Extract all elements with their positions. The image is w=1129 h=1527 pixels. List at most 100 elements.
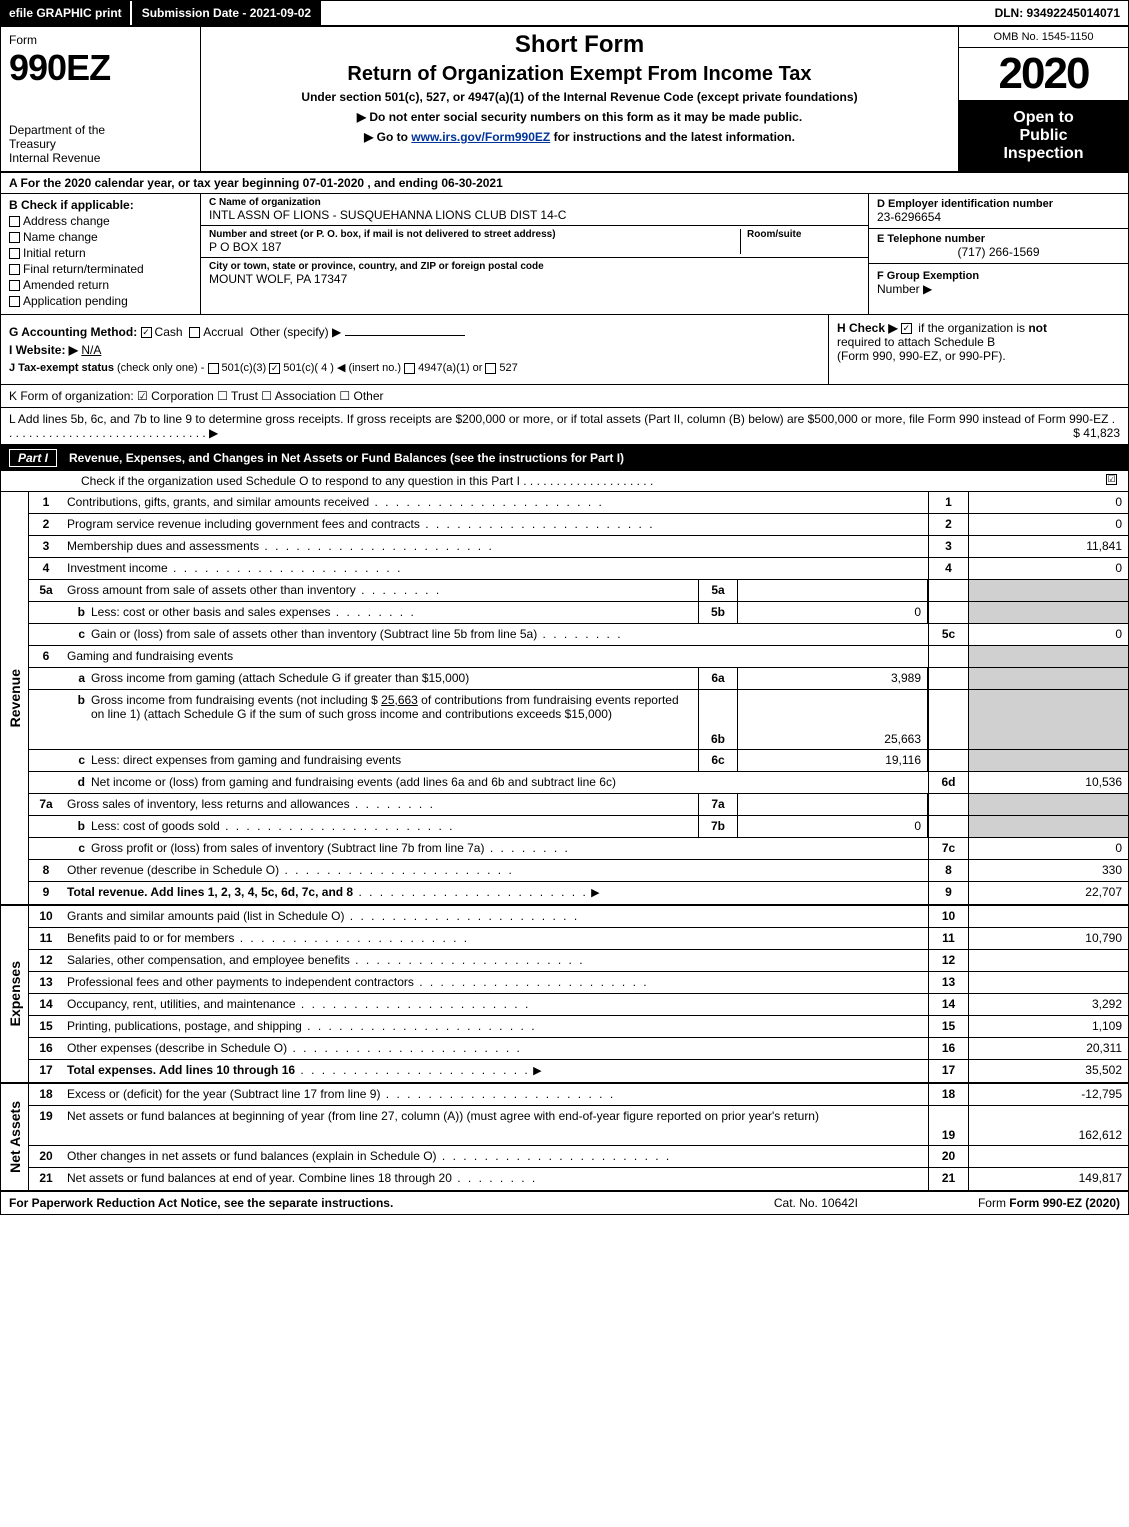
opt-1-label: Name change: [23, 230, 98, 244]
expenses-side-label: Expenses: [1, 906, 29, 1082]
expenses-grid: Expenses 10 Grants and similar amounts p…: [1, 906, 1128, 1084]
desc-17: Total expenses. Add lines 10 through 16 …: [63, 1060, 928, 1082]
h-text-1: if the organization is: [918, 321, 1028, 335]
desc-6: Gaming and fundraising events: [63, 646, 928, 667]
desc-7c: Gross profit or (loss) from sales of inv…: [87, 838, 928, 859]
amt-11: 10,790: [968, 928, 1128, 949]
row-7b: b Less: cost of goods sold 7b 0: [29, 816, 1128, 838]
city-row: City or town, state or province, country…: [201, 258, 868, 289]
desc-6a: Gross income from gaming (attach Schedul…: [87, 668, 698, 689]
line-h: H Check ▶ ✓ if the organization is not r…: [828, 315, 1128, 384]
desc-6b-prefix: Gross income from fundraising events (no…: [91, 693, 381, 707]
rln-3: 3: [928, 536, 968, 557]
rln-6a-grey: [928, 668, 968, 689]
desc-11: Benefits paid to or for members: [63, 928, 928, 949]
row-3: 3 Membership dues and assessments 3 11,8…: [29, 536, 1128, 558]
line-a-tax-year: A For the 2020 calendar year, or tax yea…: [1, 173, 1128, 194]
rln-8: 8: [928, 860, 968, 881]
opt-application-pending[interactable]: Application pending: [9, 294, 192, 308]
midamt-5b: 0: [738, 602, 928, 623]
line-l: L Add lines 5b, 6c, and 7b to line 9 to …: [1, 408, 1128, 445]
ln-10: 10: [29, 906, 63, 927]
amt-17: 35,502: [968, 1060, 1128, 1082]
ghi-block: G Accounting Method: ✓Cash Accrual Other…: [1, 315, 1128, 385]
j-note: (check only one) -: [117, 362, 204, 374]
row-19: 19 Net assets or fund balances at beginn…: [29, 1106, 1128, 1146]
dept-line-3: Internal Revenue: [9, 151, 192, 165]
rln-13: 13: [928, 972, 968, 993]
4947-checkbox[interactable]: [404, 363, 415, 374]
opt-name-change[interactable]: Name change: [9, 230, 192, 244]
ln-6: 6: [29, 646, 63, 667]
rln-5a-grey: [928, 580, 968, 601]
rln-4: 4: [928, 558, 968, 579]
desc-9: Total revenue. Add lines 1, 2, 3, 4, 5c,…: [63, 882, 928, 904]
part-1-checkbox[interactable]: ☑: [1106, 474, 1117, 485]
submission-date-label: Submission Date - 2021-09-02: [130, 1, 321, 25]
desc-15: Printing, publications, postage, and shi…: [63, 1016, 928, 1037]
row-6a: a Gross income from gaming (attach Sched…: [29, 668, 1128, 690]
j-501c: 501(c)( 4 ) ◀ (insert no.): [283, 362, 401, 374]
line-k: K Form of organization: ☑ Corporation ☐ …: [1, 385, 1128, 408]
dept-line-1: Department of the: [9, 123, 192, 137]
room-label: Room/suite: [747, 229, 860, 240]
irs-link[interactable]: www.irs.gov/Form990EZ: [411, 130, 550, 144]
desc-9-text: Total revenue. Add lines 1, 2, 3, 4, 5c,…: [67, 885, 353, 899]
row-12: 12 Salaries, other compensation, and emp…: [29, 950, 1128, 972]
desc-6c: Less: direct expenses from gaming and fu…: [87, 750, 698, 771]
ein-row: D Employer identification number 23-6296…: [869, 194, 1128, 229]
tax-year: 2020: [959, 48, 1128, 101]
opt-amended-return[interactable]: Amended return: [9, 278, 192, 292]
h-checkbox[interactable]: ✓: [901, 323, 912, 334]
amt-20: [968, 1146, 1128, 1167]
omb-number: OMB No. 1545-1150: [959, 27, 1128, 48]
rln-6d: 6d: [928, 772, 968, 793]
group-exemption-row: F Group Exemption Number ▶: [869, 264, 1128, 314]
rln-6-grey: [928, 646, 968, 667]
ln-11: 11: [29, 928, 63, 949]
ln-13: 13: [29, 972, 63, 993]
rln-18: 18: [928, 1084, 968, 1105]
amt-18: -12,795: [968, 1084, 1128, 1105]
desc-2: Program service revenue including govern…: [63, 514, 928, 535]
501c3-checkbox[interactable]: [208, 363, 219, 374]
desc-20: Other changes in net assets or fund bala…: [63, 1146, 928, 1167]
h-not: not: [1028, 321, 1047, 335]
desc-5b: Less: cost or other basis and sales expe…: [87, 602, 698, 623]
ln-5b: b: [63, 602, 87, 623]
amt-12: [968, 950, 1128, 971]
ln-18: 18: [29, 1084, 63, 1105]
amt-13: [968, 972, 1128, 993]
dept-label: Department of the Treasury Internal Reve…: [9, 123, 192, 165]
row-6b: b Gross income from fundraising events (…: [29, 690, 1128, 750]
527-checkbox[interactable]: [485, 363, 496, 374]
midamt-7b: 0: [738, 816, 928, 837]
opt-final-return[interactable]: Final return/terminated: [9, 262, 192, 276]
rln-14: 14: [928, 994, 968, 1015]
desc-16: Other expenses (describe in Schedule O): [63, 1038, 928, 1059]
accrual-checkbox[interactable]: [189, 327, 200, 338]
footer-right: Form Form 990-EZ (2020): [978, 1196, 1120, 1210]
box-b-check: B Check if applicable: Address change Na…: [1, 194, 201, 314]
cash-checkbox[interactable]: ✓: [141, 327, 152, 338]
opt-initial-return[interactable]: Initial return: [9, 246, 192, 260]
j-527: 527: [499, 362, 517, 374]
header-middle: Short Form Return of Organization Exempt…: [201, 27, 958, 171]
row-6d: d Net income or (loss) from gaming and f…: [29, 772, 1128, 794]
j-4947: 4947(a)(1) or: [418, 362, 482, 374]
header-right: OMB No. 1545-1150 2020 Open to Public In…: [958, 27, 1128, 171]
ln-19: 19: [29, 1106, 63, 1145]
j-label: J Tax-exempt status: [9, 362, 114, 374]
rln-10: 10: [928, 906, 968, 927]
efile-print-label[interactable]: efile GRAPHIC print: [1, 1, 130, 25]
amt-6d: 10,536: [968, 772, 1128, 793]
phone-row: E Telephone number (717) 266-1569: [869, 229, 1128, 264]
opt-address-change[interactable]: Address change: [9, 214, 192, 228]
ln-14: 14: [29, 994, 63, 1015]
501c-checkbox[interactable]: ✓: [269, 363, 280, 374]
title-short-form: Short Form: [211, 31, 948, 59]
title-return: Return of Organization Exempt From Incom…: [211, 63, 948, 86]
rln-19: 19: [928, 1106, 968, 1145]
page-footer: For Paperwork Reduction Act Notice, see …: [1, 1192, 1128, 1214]
rln-2: 2: [928, 514, 968, 535]
